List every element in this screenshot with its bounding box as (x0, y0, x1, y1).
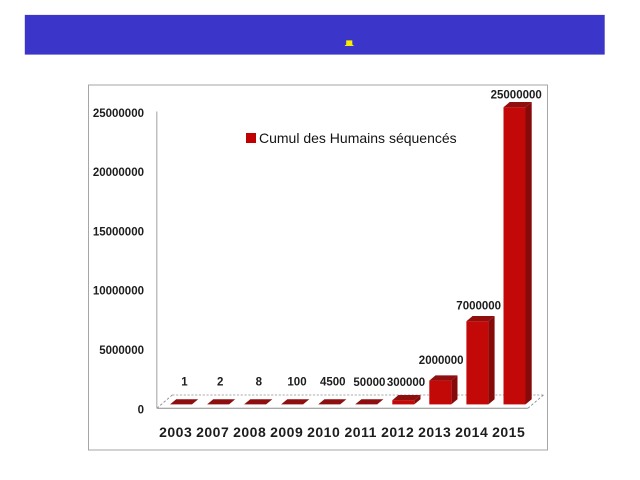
svg-text:25000000: 25000000 (93, 108, 144, 120)
svg-text:20000000: 20000000 (93, 167, 144, 179)
svg-text:7000000: 7000000 (456, 301, 501, 313)
svg-text:5000000: 5000000 (99, 345, 144, 357)
svg-text:100: 100 (287, 376, 306, 388)
svg-text:10000000: 10000000 (93, 286, 144, 298)
svg-text:2000000: 2000000 (419, 355, 464, 367)
svg-text:2011: 2011 (345, 424, 377, 440)
svg-text:300000: 300000 (387, 377, 425, 389)
svg-text:8: 8 (256, 376, 263, 388)
svg-text:2: 2 (217, 376, 223, 388)
svg-text:2010: 2010 (307, 424, 340, 440)
svg-text:2012: 2012 (381, 424, 414, 440)
svg-text:2015: 2015 (492, 424, 525, 440)
svg-text:2003: 2003 (159, 424, 192, 440)
svg-text:2007: 2007 (196, 424, 229, 440)
svg-text:0: 0 (138, 404, 144, 416)
svg-text:4500: 4500 (320, 376, 346, 388)
svg-text:50000: 50000 (353, 377, 385, 389)
svg-text:25000000: 25000000 (491, 89, 542, 101)
svg-text:1: 1 (181, 376, 188, 388)
svg-text:2008: 2008 (233, 424, 266, 440)
svg-text:15000000: 15000000 (93, 226, 144, 238)
svg-text:2009: 2009 (270, 424, 303, 440)
svg-text:2014: 2014 (455, 424, 488, 440)
svg-text:Cumul des Humains séquencés: Cumul des Humains séquencés (259, 130, 457, 146)
svg-text:2013: 2013 (418, 424, 451, 440)
